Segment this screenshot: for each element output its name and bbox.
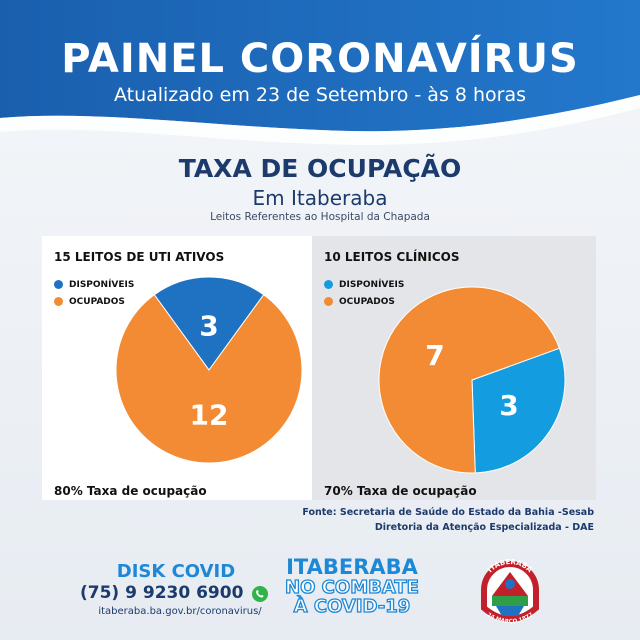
header-subtitle: Atualizado em 23 de Setembro - às 8 hora… (113, 84, 527, 106)
header-band (0, 0, 640, 145)
clinical-occupancy-rate: 70% Taxa de ocupação (324, 484, 477, 498)
pie-slice-label: 3 (499, 389, 518, 422)
source-line-1: Fonte: Secretaria de Saúde do Estado da … (302, 507, 594, 518)
section-city: Em Itaberaba (252, 186, 388, 210)
pie-slice-label: 3 (199, 309, 218, 342)
pie-slice-disponiveis (471, 347, 566, 474)
city-emblem-icon: ITABERABA 24 MARÇO 1877 (481, 558, 539, 625)
slogan-line-1: NO COMBATE (284, 576, 419, 598)
legend-dot-ocupados (54, 297, 63, 306)
whatsapp-icon (252, 586, 268, 602)
legend-item-disponiveis: DISPONÍVEIS (54, 276, 134, 293)
legend-dot-ocupados (324, 297, 333, 306)
slogan-line-2: À COVID-19 (293, 595, 411, 617)
legend-item-ocupados: OCUPADOS (54, 293, 134, 310)
uti-legend: DISPONÍVEIS OCUPADOS (54, 276, 134, 310)
legend-label: OCUPADOS (69, 296, 125, 307)
clinical-chart-title: 10 LEITOS CLÍNICOS (324, 250, 460, 264)
pie-slice-ocupados (378, 286, 561, 474)
disk-covid-title: DISK COVID (116, 561, 236, 582)
uti-pie-chart: 3 12 (115, 276, 303, 464)
clinical-chart-panel: 10 LEITOS CLÍNICOS DISPONÍVEIS OCUPADOS … (312, 236, 596, 500)
legend-item-disponiveis: DISPONÍVEIS (324, 276, 404, 293)
legend-label: DISPONÍVEIS (339, 279, 405, 290)
uti-chart-title: 15 LEITOS DE UTI ATIVOS (54, 250, 225, 264)
legend-item-ocupados: OCUPADOS (324, 293, 404, 310)
clinical-legend: DISPONÍVEIS OCUPADOS (324, 276, 404, 310)
uti-chart-panel: 15 LEITOS DE UTI ATIVOS DISPONÍVEIS OCUP… (42, 236, 312, 500)
section-note: Leitos Referentes ao Hospital da Chapada (210, 211, 430, 223)
city-brand: ITABERABA (286, 555, 418, 579)
pie-slice-ocupados (115, 294, 303, 464)
disk-covid-url[interactable]: itaberaba.ba.gov.br/coronavirus/ (98, 606, 262, 617)
source-note: Fonte: Secretaria de Saúde do Estado da … (302, 505, 594, 535)
header-title: PAINEL CORONAVÍRUS (61, 36, 579, 82)
disk-covid-phone: (75) 9 9230 6900 (80, 583, 244, 603)
section-title: TAXA DE OCUPAÇÃO (178, 154, 462, 183)
legend-label: OCUPADOS (339, 296, 395, 307)
legend-dot-disponiveis (54, 280, 63, 289)
source-line-2: Diretoria da Atenção Especializada - DAE (374, 522, 594, 533)
pie-slice-disponiveis (153, 276, 265, 371)
clinical-pie-chart: 37 (378, 286, 566, 474)
legend-dot-disponiveis (324, 280, 333, 289)
pie-slice-label: 7 (425, 339, 444, 372)
uti-occupancy-rate: 80% Taxa de ocupação (54, 484, 207, 498)
pie-slice-label: 12 (190, 399, 229, 432)
legend-label: DISPONÍVEIS (69, 279, 135, 290)
